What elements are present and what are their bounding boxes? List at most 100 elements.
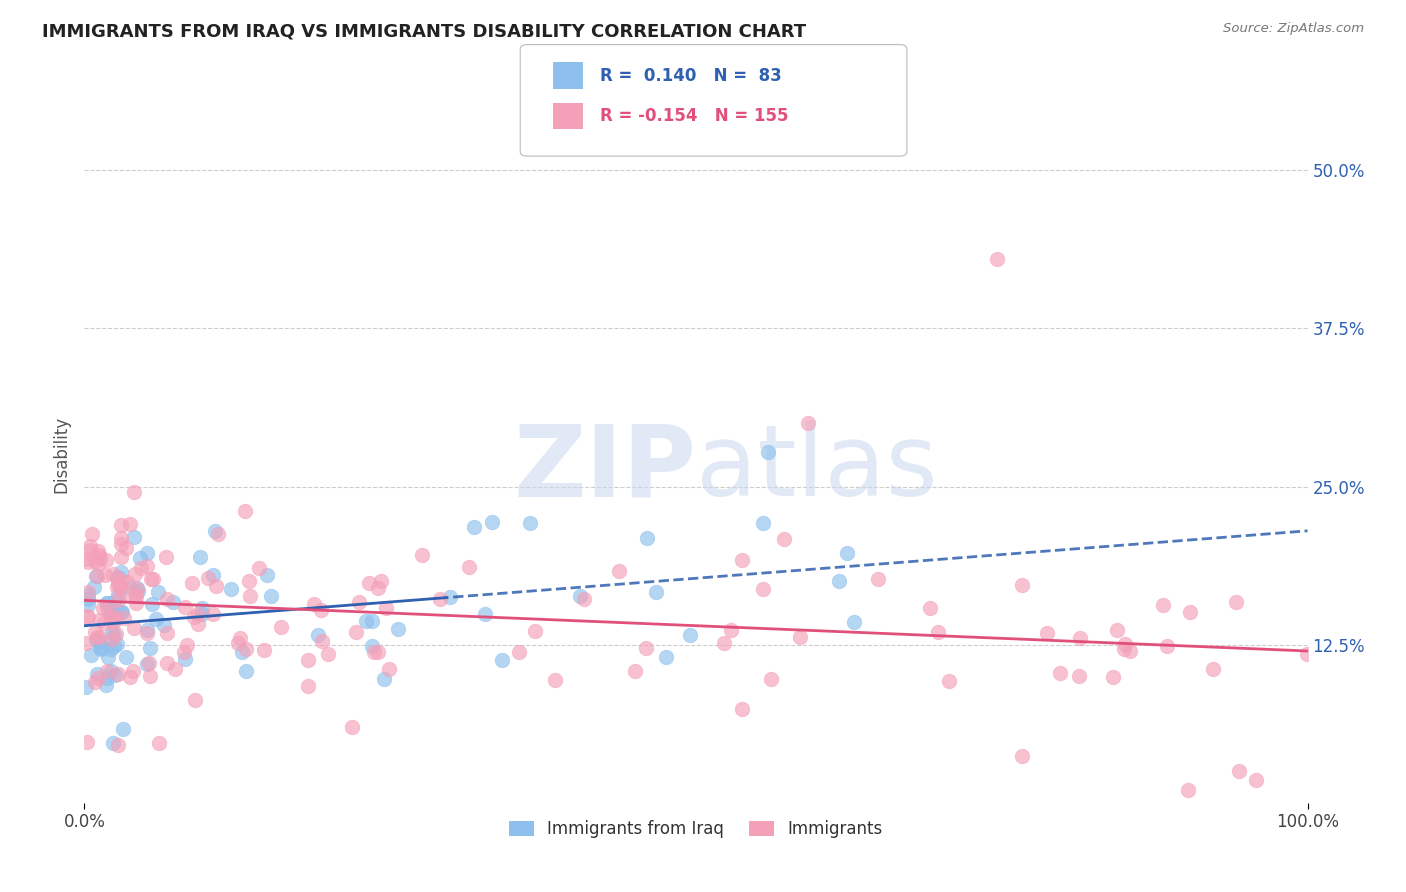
Point <box>1049 666 1071 681</box>
Point <box>138 656 160 670</box>
Point <box>387 623 409 637</box>
Point <box>342 721 364 735</box>
Point <box>153 617 176 632</box>
Point <box>204 524 226 538</box>
Point <box>828 574 851 589</box>
Point <box>148 736 170 750</box>
Point <box>93 567 115 582</box>
Point <box>307 628 329 642</box>
Point <box>1177 783 1199 797</box>
Point <box>226 636 249 650</box>
Point <box>97 649 120 664</box>
Point <box>624 664 647 678</box>
Point <box>309 603 332 617</box>
Point <box>103 628 125 642</box>
Point <box>184 693 207 707</box>
Point <box>91 640 114 655</box>
Point <box>367 645 389 659</box>
Point <box>463 520 485 534</box>
Point <box>481 515 503 529</box>
Point <box>110 549 132 564</box>
Point <box>297 680 319 694</box>
Point <box>91 600 114 615</box>
Point <box>202 567 225 582</box>
Point <box>105 637 128 651</box>
Point <box>1105 623 1128 637</box>
Point <box>636 531 658 545</box>
Point <box>89 640 111 655</box>
Point <box>139 668 162 682</box>
Point <box>1035 626 1057 640</box>
Point <box>75 552 97 566</box>
Point <box>136 626 159 640</box>
Point <box>1152 599 1174 613</box>
Point <box>135 657 157 672</box>
Point <box>76 609 98 624</box>
Y-axis label: Disability: Disability <box>52 417 70 493</box>
Point <box>373 672 395 686</box>
Point <box>183 609 205 624</box>
Point <box>96 596 118 610</box>
Point <box>191 600 214 615</box>
Point <box>86 568 108 582</box>
Point <box>79 539 101 553</box>
Point <box>165 662 187 676</box>
Point <box>607 564 630 578</box>
Point <box>1295 648 1317 662</box>
Text: IMMIGRANTS FROM IRAQ VS IMMIGRANTS DISABILITY CORRELATION CHART: IMMIGRANTS FROM IRAQ VS IMMIGRANTS DISAB… <box>42 22 806 40</box>
Point <box>219 582 242 597</box>
Point <box>920 601 942 615</box>
Point <box>229 631 252 645</box>
Point <box>110 565 132 579</box>
Point <box>357 575 380 590</box>
Point <box>142 572 165 586</box>
Point <box>118 670 141 684</box>
Point <box>457 560 479 574</box>
Point <box>84 568 107 582</box>
Point <box>270 620 292 634</box>
Point <box>87 672 110 686</box>
Point <box>789 630 811 644</box>
Point <box>187 607 209 621</box>
Point <box>569 589 592 603</box>
Point <box>111 605 134 619</box>
Point <box>89 551 111 566</box>
Point <box>411 548 433 562</box>
Point <box>233 504 256 518</box>
Point <box>148 585 170 599</box>
Point <box>474 607 496 621</box>
Point <box>679 627 702 641</box>
Point <box>190 607 212 621</box>
Point <box>135 624 157 638</box>
Point <box>107 667 129 681</box>
Point <box>125 582 148 596</box>
Point <box>297 653 319 667</box>
Point <box>94 553 117 567</box>
Point <box>100 612 122 626</box>
Point <box>77 610 100 624</box>
Text: Source: ZipAtlas.com: Source: ZipAtlas.com <box>1223 22 1364 36</box>
Point <box>107 738 129 752</box>
Point <box>344 624 367 639</box>
Point <box>370 574 392 588</box>
Point <box>80 648 103 662</box>
Point <box>155 549 177 564</box>
Point <box>316 647 339 661</box>
Point <box>311 634 333 648</box>
Point <box>730 553 752 567</box>
Point <box>83 580 105 594</box>
Point <box>156 591 179 606</box>
Point <box>111 574 134 588</box>
Point <box>1156 639 1178 653</box>
Point <box>103 595 125 609</box>
Point <box>83 625 105 640</box>
Point <box>1011 748 1033 763</box>
Point <box>1202 662 1225 676</box>
Point <box>100 624 122 639</box>
Point <box>94 677 117 691</box>
Point <box>114 541 136 556</box>
Point <box>107 570 129 584</box>
Point <box>110 605 132 619</box>
Point <box>1229 764 1251 779</box>
Text: atlas: atlas <box>696 420 938 517</box>
